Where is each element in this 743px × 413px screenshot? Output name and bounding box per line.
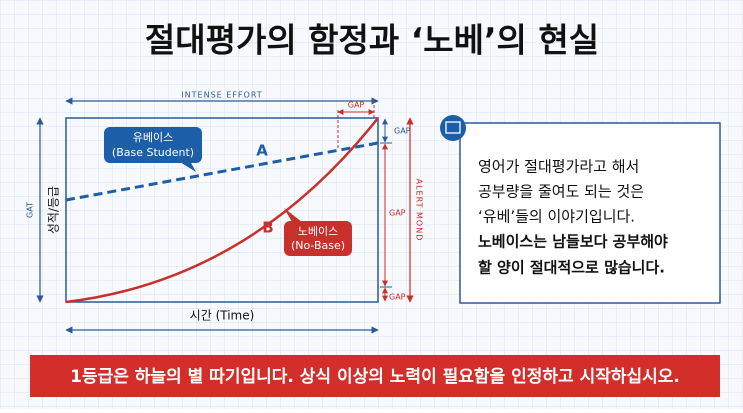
axis-side-label: GAT xyxy=(26,202,35,218)
callout-tail xyxy=(284,208,302,222)
label-b: (No-Base) xyxy=(291,239,345,252)
gap-label: GAP xyxy=(389,293,406,302)
dimension-label: ALERT MOND xyxy=(415,179,424,242)
line-a xyxy=(65,141,379,202)
gap-label: GAP xyxy=(348,101,365,110)
letter-b: B xyxy=(262,219,273,237)
label-a: (Base Student) xyxy=(112,146,194,159)
note-box xyxy=(459,122,721,304)
gap-label: GAP xyxy=(389,209,406,218)
x-axis-label: 시간 (Time) xyxy=(190,309,255,323)
label-box-a xyxy=(104,127,202,163)
line-b xyxy=(65,117,379,304)
y-axis-label: 성적/등급 xyxy=(47,186,61,234)
note-line: 공부량을 줄여도 되는 것은 xyxy=(478,183,644,201)
note-line: 영어가 절대평가라고 해서 xyxy=(478,158,639,176)
gap-label: GAP xyxy=(394,127,411,136)
label-box-b xyxy=(284,221,352,256)
dimension-label: INTENSE EFFORT xyxy=(181,91,262,100)
label-b: 노베이스 xyxy=(298,225,338,238)
note-icon xyxy=(440,115,466,141)
banner-text: 1등급은 하늘의 별 따기입니다. 상식 이상의 노력이 필요함을 인정하고 시… xyxy=(70,366,680,387)
note-line: ‘유베’들의 이야기입니다. xyxy=(478,208,635,226)
chart-frame xyxy=(65,117,379,303)
label-a: 유베이스 xyxy=(133,131,173,144)
note-icon-glyph xyxy=(445,121,461,134)
title: 절대평가의 함정과 ‘노베’의 현실 xyxy=(145,21,599,60)
letter-a: A xyxy=(256,142,268,160)
callout-tail xyxy=(180,161,196,172)
banner xyxy=(30,355,720,397)
note-line: 할 양이 절대적으로 많습니다. xyxy=(478,259,665,277)
note-line: 노베이스는 남들보다 공부해야 xyxy=(478,233,668,251)
